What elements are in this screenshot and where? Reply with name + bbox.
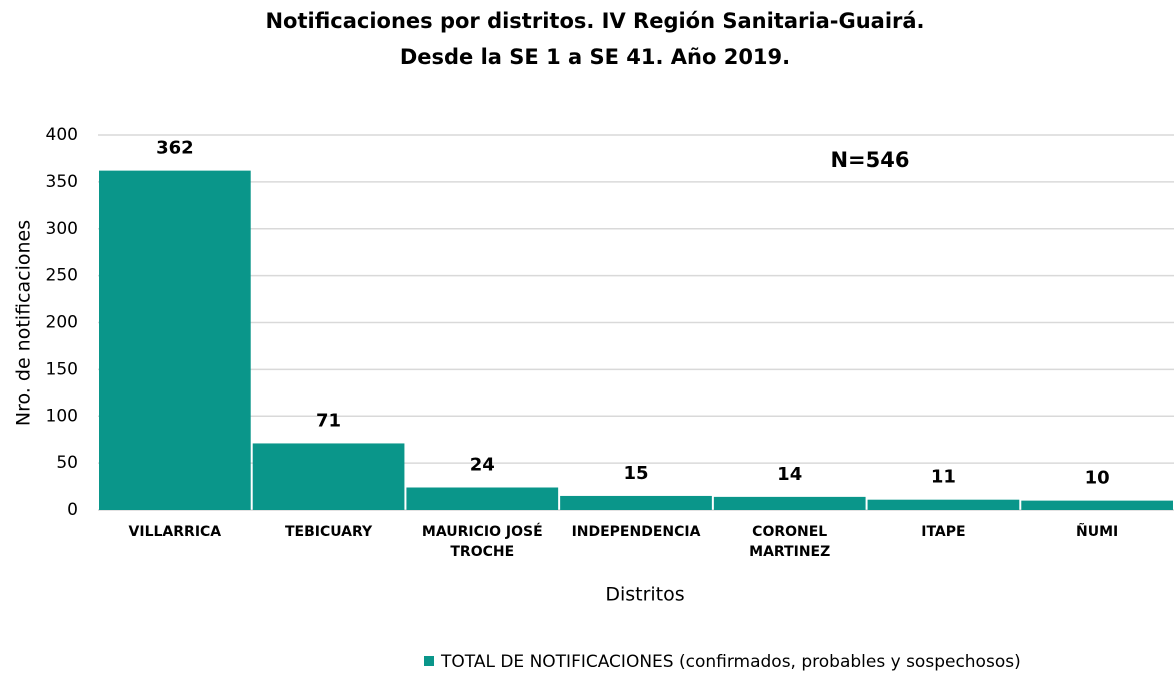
y-tick-label: 400 xyxy=(46,125,78,145)
value-label: 71 xyxy=(316,410,341,431)
value-label: 10 xyxy=(1085,468,1110,489)
y-tick-label: 200 xyxy=(46,313,78,333)
y-tick-label: 350 xyxy=(46,172,78,192)
y-tick-label: 100 xyxy=(46,406,78,426)
y-tick-label: 150 xyxy=(46,359,78,379)
x-tick-label: ITAPE xyxy=(921,524,966,540)
x-tick-label: INDEPENDENCIA xyxy=(571,524,701,540)
chart-subtitle: Desde la SE 1 a SE 41. Año 2019. xyxy=(400,45,790,69)
value-label: 14 xyxy=(777,464,802,485)
bar xyxy=(99,170,251,510)
x-tick-label: CORONEL MARTINEZ xyxy=(749,524,831,560)
value-label: 11 xyxy=(931,467,956,488)
bar xyxy=(867,499,1020,510)
annotation: N=546 xyxy=(830,148,909,172)
y-tick-label: 300 xyxy=(46,219,78,239)
legend-label: TOTAL DE NOTIFICACIONES (confirmados, pr… xyxy=(440,652,1021,672)
x-tick-label: VILLARRICA xyxy=(128,524,222,540)
legend-swatch xyxy=(424,656,434,666)
bar xyxy=(252,443,405,510)
y-tick-label: 250 xyxy=(46,266,78,286)
bar xyxy=(713,496,866,510)
bar xyxy=(560,495,712,510)
x-tick-label: MAURICIO JOSÉ TROCHE xyxy=(421,524,543,560)
x-axis-label: Distritos xyxy=(605,584,684,606)
y-tick-label: 0 xyxy=(67,500,78,520)
value-label: 15 xyxy=(623,463,648,484)
bar xyxy=(406,487,559,510)
y-tick-label: 50 xyxy=(56,453,78,473)
bar xyxy=(1021,500,1173,510)
x-tick-label: TEBICUARY xyxy=(284,524,373,540)
x-tick-label: ÑUMI xyxy=(1076,524,1119,540)
value-label: 24 xyxy=(470,455,495,476)
value-label: 362 xyxy=(156,138,194,159)
chart-title: Notificaciones por distritos. IV Región … xyxy=(265,9,924,33)
y-axis-label: Nro. de notificaciones xyxy=(13,220,35,426)
